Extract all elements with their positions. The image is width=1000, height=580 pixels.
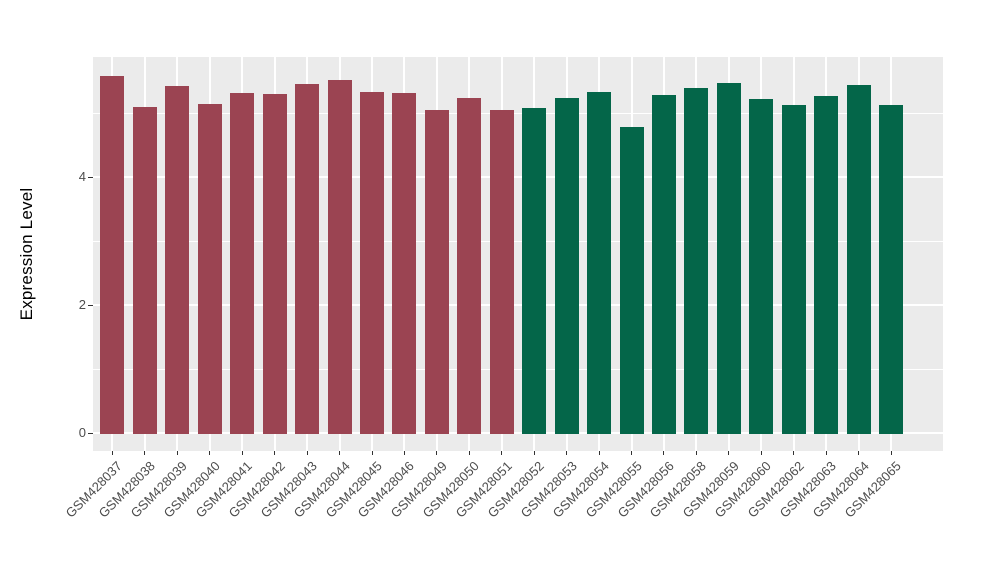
bar-GSM428051 [489, 109, 514, 434]
bar-GSM428060 [749, 99, 774, 434]
bar-GSM428046 [392, 92, 417, 434]
gridline-minor [93, 113, 943, 114]
bar-GSM428064 [846, 85, 871, 434]
x-tick-mark [436, 451, 438, 455]
gridline-minor [93, 369, 943, 370]
bar-GSM428049 [424, 110, 449, 434]
bar-GSM428038 [132, 106, 157, 434]
x-tick-mark [631, 451, 633, 455]
bar-GSM428058 [684, 87, 709, 434]
y-tick-mark [88, 433, 93, 434]
x-tick-mark [339, 451, 341, 455]
x-tick-mark [760, 451, 762, 455]
bar-GSM428053 [554, 98, 579, 434]
x-tick-mark [663, 451, 665, 455]
x-tick-mark [501, 451, 503, 455]
x-tick-mark [371, 451, 373, 455]
bar-GSM428040 [197, 103, 222, 434]
x-tick-mark [858, 451, 860, 455]
x-tick-mark [403, 451, 405, 455]
bar-GSM428062 [781, 105, 806, 434]
x-tick-mark [306, 451, 308, 455]
bar-GSM428044 [327, 80, 352, 434]
x-tick-mark [144, 451, 146, 455]
y-tick-mark [88, 177, 93, 178]
x-tick-mark [111, 451, 113, 455]
bar-GSM428059 [716, 83, 741, 434]
gridline-major [93, 304, 943, 306]
bar-GSM428056 [651, 94, 676, 434]
y-axis-title: Expression Level [17, 187, 36, 321]
y-tick-mark [88, 305, 93, 306]
bar-GSM428042 [262, 94, 287, 434]
bar-GSM428054 [587, 92, 612, 434]
bar-GSM428043 [295, 83, 320, 434]
gridline-minor [93, 241, 943, 242]
x-tick-mark [598, 451, 600, 455]
x-tick-mark [533, 451, 535, 455]
bar-GSM428041 [230, 92, 255, 434]
bar-GSM428039 [165, 85, 190, 434]
x-tick-mark [728, 451, 730, 455]
plot-panel [93, 57, 943, 451]
x-tick-mark [468, 451, 470, 455]
bar-GSM428055 [619, 126, 644, 434]
x-tick-mark [890, 451, 892, 455]
x-tick-mark [695, 451, 697, 455]
gridline-major [93, 432, 943, 434]
x-tick-mark [825, 451, 827, 455]
bar-GSM428045 [360, 92, 384, 434]
x-tick-mark [209, 451, 211, 455]
bar-GSM428063 [814, 96, 839, 434]
x-tick-mark [274, 451, 276, 455]
bar-GSM428037 [100, 75, 125, 434]
x-tick-mark [566, 451, 568, 455]
y-tick-label: 4 [78, 169, 86, 184]
y-tick-label: 2 [78, 297, 86, 312]
bar-GSM428052 [522, 108, 547, 434]
x-tick-mark [241, 451, 243, 455]
bar-GSM428065 [879, 105, 904, 434]
x-tick-mark [176, 451, 178, 455]
bar-GSM428050 [457, 98, 482, 434]
y-tick-label: 0 [78, 425, 86, 440]
gridline-major [93, 176, 943, 178]
x-tick-mark [793, 451, 795, 455]
